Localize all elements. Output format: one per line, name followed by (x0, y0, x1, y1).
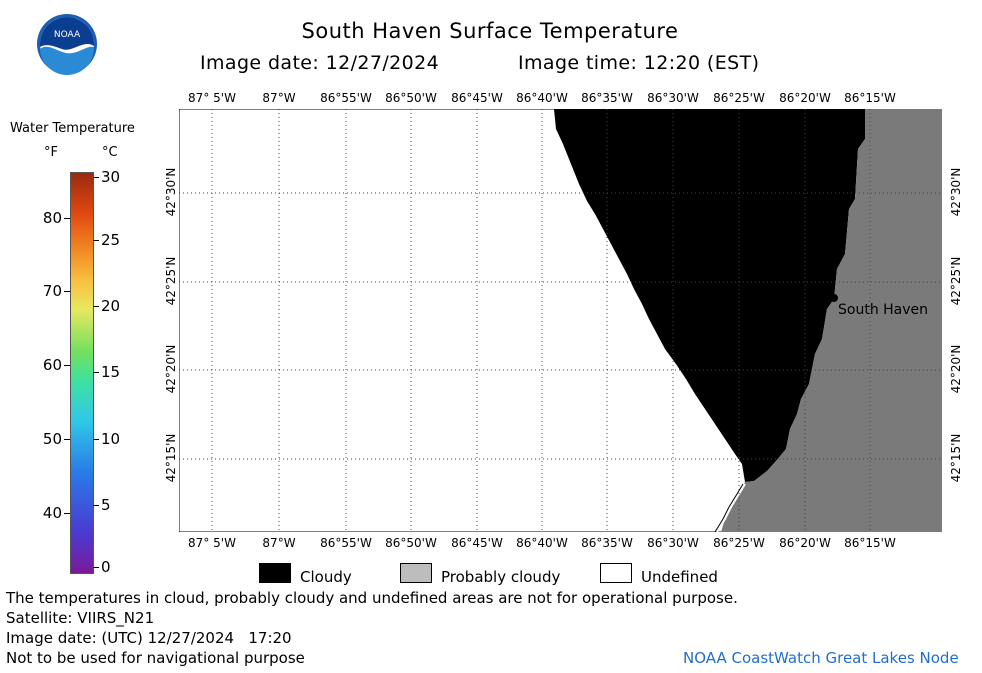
legend-swatch-cloudy (259, 563, 291, 583)
colorbar-c-tickmark-3 (93, 372, 99, 373)
lon-label-bottom-10: 86°15'W (844, 536, 896, 550)
lon-label-bottom-6: 86°35'W (581, 536, 633, 550)
colorbar-f-tickmark-1 (64, 291, 70, 292)
colorbar-c-tickmark-5 (93, 505, 99, 506)
lon-label-bottom-8: 86°25'W (713, 536, 765, 550)
colorbar-f-tick-2: 60 (42, 356, 62, 374)
colorbar-c-tick-2: 20 (101, 297, 121, 315)
footer-credit-link[interactable]: NOAA CoastWatch Great Lakes Node (683, 649, 959, 667)
colorbar-c-tick-1: 25 (101, 231, 121, 249)
lon-label-top-1: 87°W (262, 91, 296, 105)
legend-label-probably-cloudy: Probably cloudy (441, 568, 561, 586)
colorbar-unit-c: °C (102, 145, 118, 160)
land-area (721, 109, 942, 532)
colorbar-f-tickmark-4 (64, 513, 70, 514)
lon-label-top-0: 87° 5'W (188, 91, 236, 105)
noaa-logo-text: NOAA (54, 30, 81, 40)
lon-label-top-3: 86°50'W (385, 91, 437, 105)
map-title: South Haven Surface Temperature (301, 19, 679, 43)
lon-label-top-9: 86°20'W (779, 91, 831, 105)
colorbar-f-tickmark-3 (64, 439, 70, 440)
lat-label-left-1: 42°25'N (164, 256, 178, 306)
shoreline-outline (714, 483, 744, 533)
lat-label-left-0: 42°30'N (164, 167, 178, 217)
colorbar-c-tickmark-0 (93, 177, 99, 178)
colorbar-f-tick-1: 70 (42, 282, 62, 300)
lon-label-top-4: 86°45'W (451, 91, 503, 105)
lon-label-bottom-9: 86°20'W (779, 536, 831, 550)
lon-label-top-6: 86°35'W (581, 91, 633, 105)
colorbar-f-tickmark-0 (64, 218, 70, 219)
colorbar-unit-f: °F (44, 145, 58, 160)
map (178, 108, 943, 533)
map-svg (178, 108, 943, 533)
cloud-region (554, 109, 865, 482)
colorbar-c-tickmark-1 (93, 240, 99, 241)
city-label-south-haven: South Haven (838, 302, 929, 318)
lon-label-top-5: 86°40'W (516, 91, 568, 105)
south-haven-marker (830, 294, 838, 302)
colorbar-f-tick-4: 40 (42, 504, 62, 522)
colorbar-c-tickmark-6 (93, 567, 99, 568)
colorbar-c-tick-4: 10 (101, 430, 121, 448)
lon-label-bottom-7: 86°30'W (647, 536, 699, 550)
noaa-logo: NOAA (36, 13, 98, 76)
lat-label-right-3: 42°15'N (949, 433, 963, 483)
colorbar-f-tick-0: 80 (42, 209, 62, 227)
graticule (179, 109, 942, 532)
colorbar-c-tickmark-4 (93, 439, 99, 440)
shoreline (716, 483, 746, 533)
footer-satellite: Satellite: VIIRS_N21 (6, 609, 155, 627)
colorbar-c-tick-5: 5 (101, 496, 111, 514)
colorbar-title: Water Temperature (10, 121, 135, 136)
lat-label-left-2: 42°20'N (164, 344, 178, 394)
colorbar-c-tick-3: 15 (101, 363, 121, 381)
lon-label-bottom-4: 86°45'W (451, 536, 503, 550)
lat-label-right-1: 42°25'N (949, 256, 963, 306)
footer-nav-warning: Not to be used for navigational purpose (6, 649, 305, 667)
lon-label-bottom-5: 86°40'W (516, 536, 568, 550)
lat-label-right-2: 42°20'N (949, 344, 963, 394)
legend-label-cloudy: Cloudy (300, 568, 352, 586)
lat-label-left-3: 42°15'N (164, 433, 178, 483)
legend-swatch-undefined (600, 563, 632, 583)
image-date: Image date: 12/27/2024 (200, 52, 440, 74)
legend-label-undefined: Undefined (641, 568, 718, 586)
lon-label-bottom-2: 86°55'W (320, 536, 372, 550)
legend-swatch-probably-cloudy (400, 563, 432, 583)
lon-label-bottom-0: 87° 5'W (188, 536, 236, 550)
lon-label-top-10: 86°15'W (844, 91, 896, 105)
colorbar (70, 172, 94, 574)
lon-label-bottom-1: 87°W (262, 536, 296, 550)
colorbar-c-tickmark-2 (93, 306, 99, 307)
lon-label-top-2: 86°55'W (320, 91, 372, 105)
lon-label-bottom-3: 86°50'W (385, 536, 437, 550)
lon-label-top-7: 86°30'W (647, 91, 699, 105)
image-time: Image time: 12:20 (EST) (518, 52, 760, 74)
colorbar-f-tick-3: 50 (42, 430, 62, 448)
colorbar-c-tick-0: 30 (101, 168, 121, 186)
footer-utc-date: Image date: (UTC) 12/27/2024 17:20 (6, 629, 292, 647)
footer-note: The temperatures in cloud, probably clou… (6, 589, 738, 607)
lat-label-right-0: 42°30'N (949, 167, 963, 217)
colorbar-c-tick-6: 0 (101, 558, 111, 576)
lon-label-top-8: 86°25'W (713, 91, 765, 105)
colorbar-f-tickmark-2 (64, 365, 70, 366)
